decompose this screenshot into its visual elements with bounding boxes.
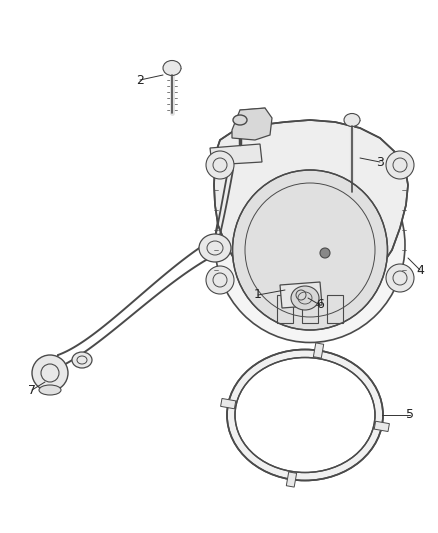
Text: 5: 5	[406, 408, 414, 422]
Ellipse shape	[344, 114, 360, 126]
Ellipse shape	[233, 170, 388, 330]
Circle shape	[206, 151, 234, 179]
Ellipse shape	[227, 350, 383, 481]
Bar	[286, 472, 297, 487]
Bar	[277, 295, 293, 323]
Ellipse shape	[39, 385, 61, 395]
Ellipse shape	[215, 148, 405, 343]
Text: 2: 2	[136, 74, 144, 86]
Circle shape	[206, 266, 234, 294]
Bar	[314, 343, 324, 358]
Ellipse shape	[199, 234, 231, 262]
Text: 6: 6	[316, 298, 324, 311]
Ellipse shape	[163, 61, 181, 76]
Circle shape	[386, 151, 414, 179]
Circle shape	[32, 355, 68, 391]
Polygon shape	[232, 108, 272, 140]
Text: 3: 3	[376, 156, 384, 168]
Polygon shape	[214, 120, 408, 300]
Bar	[221, 399, 236, 409]
Text: 7: 7	[28, 384, 36, 397]
Ellipse shape	[291, 286, 319, 310]
Bar	[327, 295, 343, 323]
Polygon shape	[280, 282, 322, 308]
Bar	[374, 421, 389, 432]
Polygon shape	[210, 144, 262, 165]
Circle shape	[386, 264, 414, 292]
Ellipse shape	[72, 352, 92, 368]
Bar	[302, 295, 318, 323]
Text: 4: 4	[416, 263, 424, 277]
Circle shape	[320, 248, 330, 258]
Ellipse shape	[235, 358, 375, 472]
Ellipse shape	[233, 115, 247, 125]
Text: 1: 1	[254, 288, 262, 302]
